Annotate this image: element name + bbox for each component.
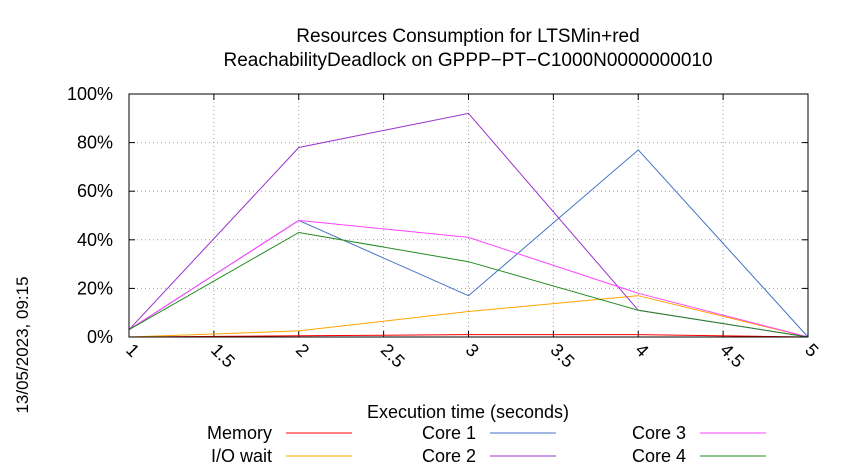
x-tick-label: 5: [801, 340, 822, 361]
legend-label: Core 4: [632, 446, 686, 466]
x-tick-label: 2: [292, 340, 313, 361]
chart-title: Resources Consumption for LTSMin+red Rea…: [223, 26, 712, 71]
timestamp-label: 13/05/2023, 09:15: [13, 276, 32, 413]
legend-label: Core 2: [422, 446, 476, 466]
series-line-core-1: [128, 149, 809, 338]
series-lines: [128, 112, 809, 338]
y-tick-label: 100%: [67, 84, 113, 104]
legend: Memory I/O wait Core 1 Core 2 Core 3 Core 4: [207, 423, 766, 466]
x-tick-label: 3: [462, 340, 483, 361]
y-tick-label: 80%: [77, 133, 113, 153]
x-tick-labels: 1 1.5 2 2.5 3 3.5 4 4.5 5: [122, 340, 822, 372]
chart-title-line-1: Resources Consumption for LTSMin+red: [296, 26, 639, 47]
y-tick-label: 60%: [77, 181, 113, 201]
y-tick-labels: 0% 20% 40% 60% 80% 100%: [67, 84, 113, 347]
y-tick-label: 0%: [87, 327, 113, 347]
x-tick-label: 4: [631, 340, 652, 361]
legend-label: Core 1: [422, 423, 476, 443]
series-line-memory: [128, 334, 809, 338]
legend-label: Core 3: [632, 423, 686, 443]
x-tick-label: 2.5: [377, 340, 409, 372]
x-tick-label: 4.5: [716, 340, 748, 372]
chart-title-line-2: ReachabilityDeadlock on GPPP−PT−C1000N00…: [223, 50, 712, 71]
legend-label: I/O wait: [211, 446, 272, 466]
series-line-core-4: [128, 231, 809, 338]
grid: [128, 93, 809, 338]
x-tick-label: 3.5: [547, 340, 579, 372]
legend-label: Memory: [207, 423, 272, 443]
y-tick-label: 20%: [77, 278, 113, 298]
y-tick-label: 40%: [77, 230, 113, 250]
plot-frame: [128, 93, 809, 338]
series-line-i-o-wait: [128, 295, 809, 338]
series-line-core-3: [128, 219, 809, 338]
x-tick-label: 1.5: [207, 340, 239, 372]
x-axis-label: Execution time (seconds): [367, 402, 569, 422]
x-tick-label: 1: [122, 340, 143, 361]
